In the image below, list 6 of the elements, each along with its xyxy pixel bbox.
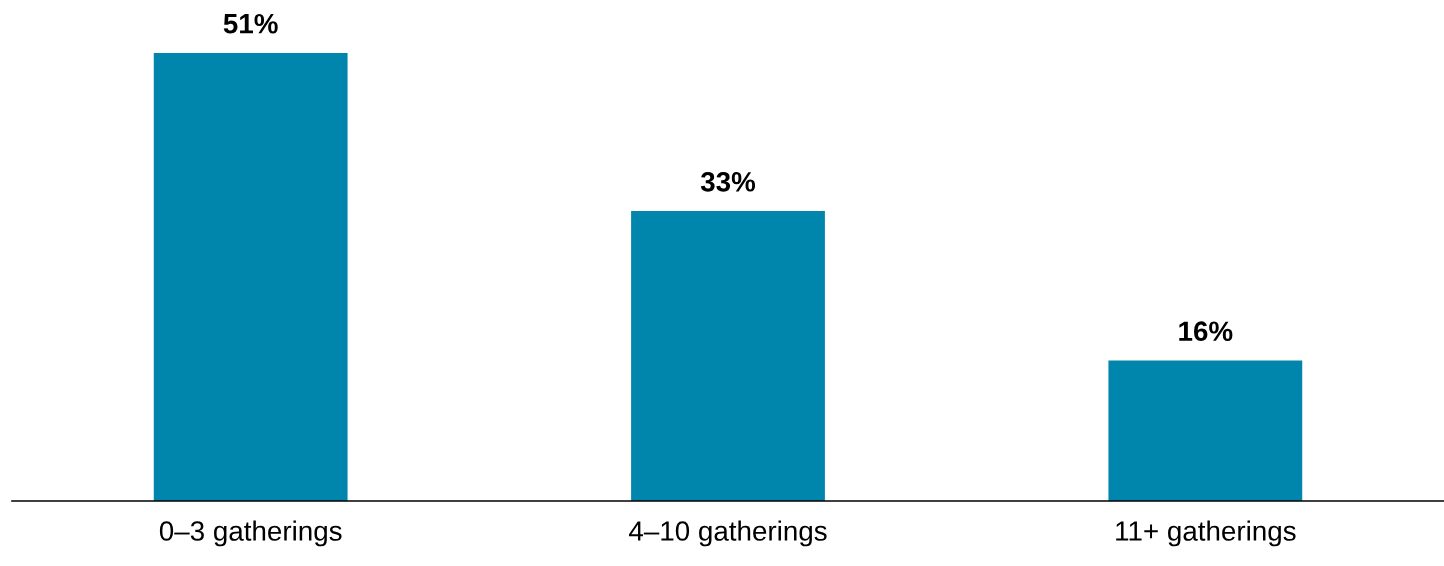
x-tick-label: 11+ gatherings [1116, 520, 1296, 547]
x-tick-label: 4–10 gatherings [629, 520, 827, 547]
data-label: 16% [1179, 321, 1233, 342]
data-label: 51% [223, 13, 278, 34]
data-label: 33% [700, 171, 756, 192]
x-tick-label: 0–3 gatherings [159, 520, 342, 547]
